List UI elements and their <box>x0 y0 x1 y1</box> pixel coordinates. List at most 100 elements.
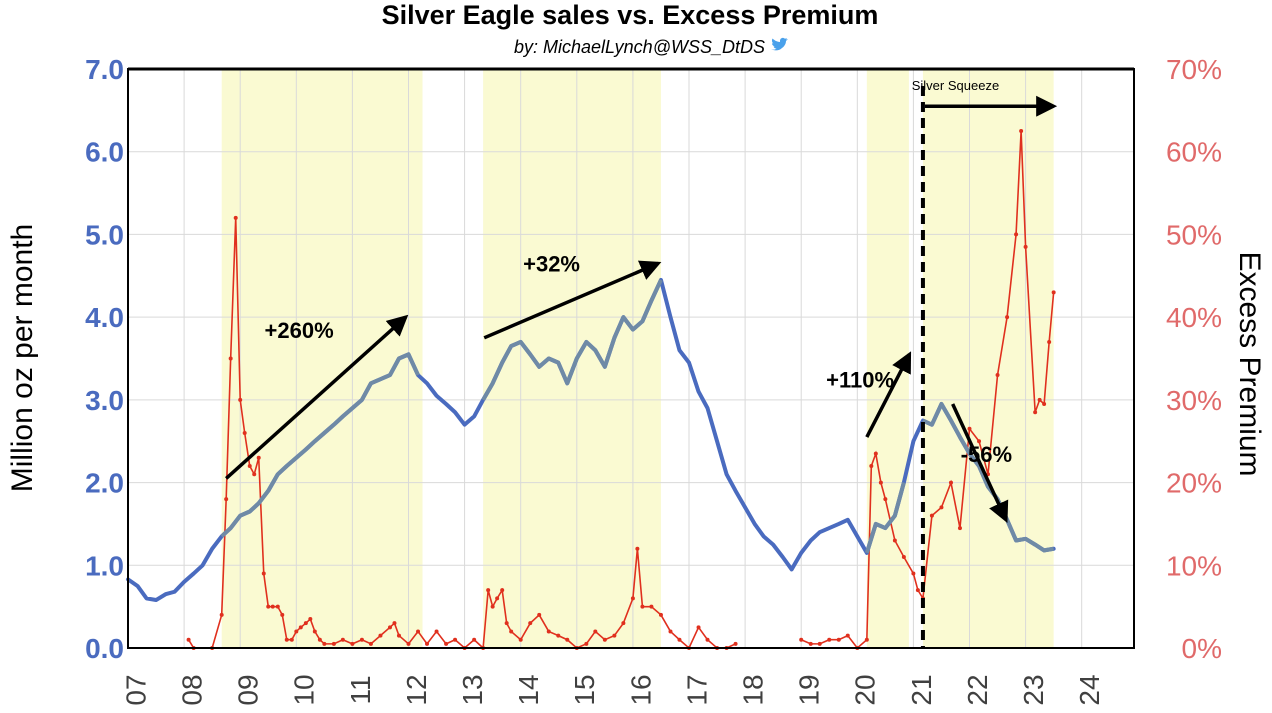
x-tick-label: 13 <box>457 674 488 705</box>
premium-point <box>340 637 345 642</box>
premium-point <box>368 641 373 646</box>
premium-point <box>359 637 364 642</box>
premium-point <box>635 546 640 551</box>
premium-point <box>247 464 252 469</box>
left-tick-label: 1.0 <box>85 550 124 581</box>
annotation-label: +32% <box>523 252 580 277</box>
premium-point <box>799 637 804 642</box>
left-tick-label: 5.0 <box>85 219 124 250</box>
sales-line-highlighted <box>922 401 1054 553</box>
x-tick-label: 18 <box>737 674 768 705</box>
premium-point <box>528 621 533 626</box>
premium-point <box>995 373 1000 378</box>
premium-point <box>444 641 449 646</box>
annotation-label: -56% <box>961 442 1012 467</box>
premium-point <box>677 637 682 642</box>
premium-series <box>186 129 1056 650</box>
premium-point <box>668 629 673 634</box>
premium-point <box>915 588 920 593</box>
premium-point <box>621 621 626 626</box>
premium-point <box>495 596 500 601</box>
annotations: +260% +32% +110% -56% <box>225 252 1012 523</box>
x-tick-label: 12 <box>401 674 432 705</box>
x-tick-label: 15 <box>569 674 600 705</box>
x-tick-label: 08 <box>176 674 207 705</box>
premium-point <box>261 571 266 576</box>
premium-point <box>1019 129 1024 134</box>
premium-point <box>1014 232 1019 237</box>
left-tick-label: 7.0 <box>85 54 124 85</box>
premium-point <box>911 571 916 576</box>
right-tick-label: 30% <box>1166 385 1222 416</box>
premium-point <box>845 633 850 638</box>
x-tick-label: 22 <box>962 674 993 705</box>
premium-point <box>630 596 635 601</box>
premium-point <box>396 633 401 638</box>
annotation-arrow <box>951 403 1009 523</box>
premium-point <box>565 637 570 642</box>
premium-point <box>1042 401 1047 406</box>
premium-point <box>453 637 458 642</box>
x-tick-label: 24 <box>1074 674 1105 705</box>
premium-point <box>242 430 247 435</box>
premium-point <box>387 625 392 630</box>
premium-point <box>612 633 617 638</box>
x-tick-label: 11 <box>345 675 376 704</box>
premium-point <box>696 625 701 630</box>
premium-point <box>827 637 832 642</box>
twitter-bird-icon <box>771 37 788 51</box>
silver-squeeze-marker: Silver Squeeze <box>912 78 1058 648</box>
premium-point <box>233 215 238 220</box>
right-tick-label: 60% <box>1166 137 1222 168</box>
sales-line-highlighted <box>220 352 420 538</box>
x-tick-label: 09 <box>233 674 264 705</box>
premium-point <box>266 604 271 609</box>
right-tick-label: 10% <box>1166 550 1222 581</box>
chart-title: Silver Eagle sales vs. Excess Premium <box>382 0 879 30</box>
premium-point <box>948 480 953 485</box>
left-tick-label: 0.0 <box>85 633 124 664</box>
silver-squeeze-label: Silver Squeeze <box>912 78 999 93</box>
premium-point <box>331 641 336 646</box>
x-tick-label: 21 <box>906 674 937 705</box>
premium-point <box>1047 339 1052 344</box>
premium-point <box>434 629 439 634</box>
premium-point <box>658 612 663 617</box>
left-axis-title: Million oz per month <box>6 224 39 492</box>
premium-point <box>509 629 514 634</box>
left-tick-label: 6.0 <box>85 137 124 168</box>
annotation-arrow <box>225 314 409 480</box>
highlight-regions <box>221 69 1054 648</box>
premium-point <box>967 426 972 431</box>
axes: 0.0 1.0 2.0 3.0 4.0 5.0 6.0 7.0 0% 10% 20% 30% 40% 50… <box>85 54 1222 706</box>
premium-point <box>350 641 355 646</box>
right-tick-label: 50% <box>1166 219 1222 250</box>
sales-series <box>126 277 1056 603</box>
highlight-region <box>866 69 909 648</box>
premium-point <box>705 637 710 642</box>
premium-point <box>1037 397 1042 402</box>
premium-point <box>486 588 491 593</box>
left-tick-label: 2.0 <box>85 468 124 499</box>
x-tick-label: 07 <box>120 674 151 705</box>
premium-point <box>1033 410 1038 415</box>
premium-point <box>836 637 841 642</box>
premium-point <box>392 621 397 626</box>
premium-point <box>869 464 874 469</box>
premium-point <box>317 637 322 642</box>
premium-point <box>270 604 275 609</box>
gridlines <box>128 69 1134 648</box>
premium-point <box>546 629 551 634</box>
premium-line <box>800 130 1055 650</box>
x-tick-label: 19 <box>794 674 825 705</box>
premium-point <box>1051 290 1056 295</box>
right-axis-title: Excess Premium <box>1233 251 1266 476</box>
x-tick-label: 16 <box>625 674 656 705</box>
premium-point <box>416 629 421 634</box>
left-tick-label: 4.0 <box>85 302 124 333</box>
right-tick-label: 20% <box>1166 468 1222 499</box>
premium-point <box>224 497 229 502</box>
premium-point <box>294 629 299 634</box>
highlight-region <box>483 69 661 648</box>
